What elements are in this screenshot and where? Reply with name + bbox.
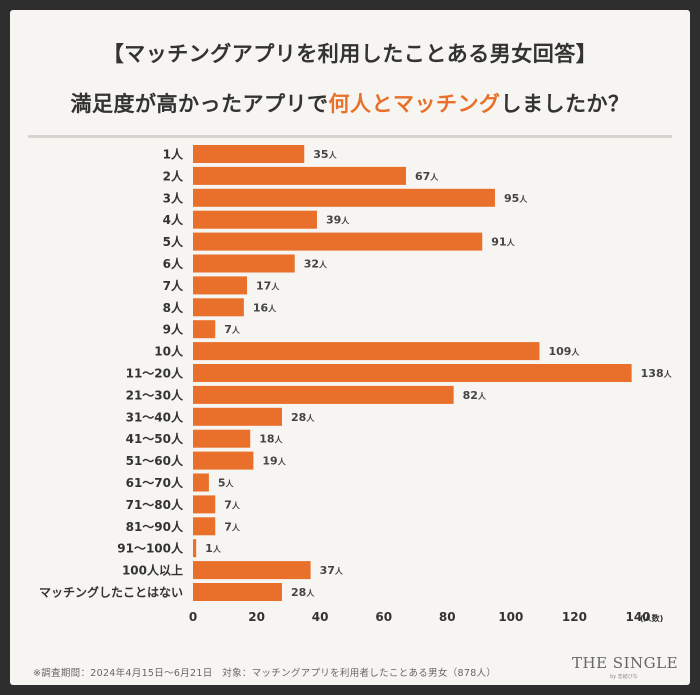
category-label: 91～100人 [117,541,184,556]
data-label: 5人 [218,477,235,490]
bar [193,210,317,229]
bar [193,320,216,339]
bar [193,254,295,273]
category-label: マッチングしたことはない [39,585,183,600]
chart-title-line2: 満足度が高かったアプリで何人とマッチングしましたか？ [10,88,690,118]
x-tick-label: 120 [562,610,587,624]
data-label: 109人 [548,345,580,358]
bar [193,276,248,295]
title-divider [28,135,672,138]
category-label: 2人 [163,168,184,183]
data-label: 82人 [463,389,487,402]
category-label: 71～80人 [126,497,184,512]
bar-chart: 1人 35人 2人 67人 3人 95人 4人 39人 5人 91人 6人 32人 7人 17人 8人 16人… [39,145,673,624]
bar [193,583,282,601]
data-label: 7人 [224,498,241,511]
chart-card: 【マッチングアプリを利用したことある男女回答】 満足度が高かったアプリで何人とマ… [10,10,690,685]
category-label: 41～50人 [126,431,184,446]
category-label: 51～60人 [126,453,184,468]
x-tick-label: 20 [248,610,265,624]
bar [193,495,216,514]
x-tick-label: 40 [312,610,329,624]
category-label: 21～30人 [126,387,184,402]
category-label: 31～40人 [126,409,184,424]
bar [193,188,495,207]
x-tick-label: 0 [189,610,197,624]
category-label: 5人 [163,234,184,249]
bar [193,342,540,361]
bar [193,517,216,536]
data-label: 37人 [320,564,344,577]
data-label: 32人 [304,258,328,271]
title-line2-highlight: 何人とマッチング [328,92,501,116]
category-label: 1人 [163,147,184,162]
bar [193,473,209,492]
bar [193,451,254,470]
category-label: 7人 [163,278,184,293]
x-tick-label: 100 [498,610,523,624]
bar [193,407,282,426]
data-label: 28人 [291,586,315,599]
bar [193,385,454,404]
bar [193,561,311,580]
category-label: 100人以上 [122,563,183,578]
data-label: 39人 [326,214,350,227]
data-label: 17人 [256,279,280,292]
bar [193,145,305,163]
bar [193,166,406,185]
category-label: 11～20人 [126,366,184,381]
data-label: 91人 [491,236,515,249]
category-label: 9人 [163,322,184,337]
data-label: 1人 [205,542,222,555]
data-label: 7人 [224,323,241,336]
bar [193,539,197,558]
bar [193,298,244,317]
bar [193,429,251,448]
data-label: 19人 [262,455,286,468]
bar [193,364,632,382]
data-label: 138人 [641,367,673,380]
data-label: 28人 [291,411,315,424]
brand-logo-sub: by 恋結びな [610,674,638,680]
category-label: 8人 [163,300,184,315]
brand-logo: THE SINGLE [572,654,679,672]
data-label: 95人 [504,192,528,205]
data-label: 18人 [259,433,283,446]
category-label: 81～90人 [126,519,184,534]
survey-footnote: ※調査期間：2024年4月15日～6月21日 対象：マッチングアプリを利用者した… [33,668,497,679]
x-tick-label: 60 [375,610,392,624]
data-label: 67人 [415,170,439,183]
data-label: 7人 [224,520,241,533]
title-line2-post: しましたか？ [500,92,630,116]
bar [193,232,483,251]
x-tick-label: 80 [439,610,456,624]
category-label: 6人 [163,256,184,271]
category-label: 10人 [154,344,184,359]
data-label: 35人 [313,148,337,161]
chart-title-line1: 【マッチングアプリを利用したことある男女回答】 [102,42,598,66]
x-axis-unit: (人数) [640,613,663,623]
title-line2-pre: 満足度が高かったアプリで [70,92,329,116]
x-tick-label: 140 [625,610,650,624]
category-label: 3人 [163,190,184,205]
category-label: 4人 [163,212,184,227]
data-label: 16人 [253,301,277,314]
category-label: 61～70人 [126,475,184,490]
